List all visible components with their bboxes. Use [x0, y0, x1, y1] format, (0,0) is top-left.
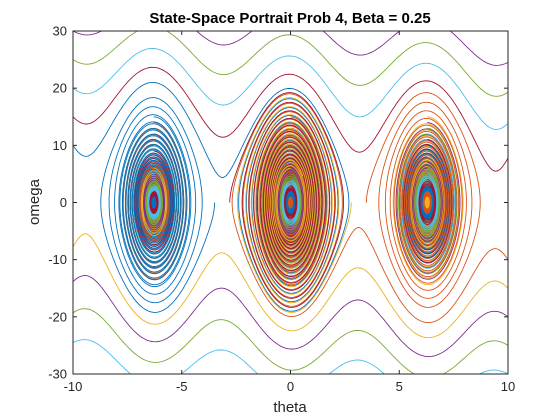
x-tick-label: 10	[501, 379, 515, 394]
y-axis-label: omega	[26, 178, 43, 225]
y-tick-label: -10	[48, 252, 67, 267]
x-tick-label: -10	[64, 379, 83, 394]
x-tick-label: 5	[396, 379, 403, 394]
running-trajectory	[73, 47, 508, 130]
running-trajectory	[73, 66, 508, 172]
y-tick-label: 20	[53, 81, 67, 96]
y-tick-label: 0	[60, 195, 67, 210]
y-tick-label: -30	[48, 367, 67, 382]
running-trajectory	[73, 275, 508, 358]
spiral-trajectory	[424, 196, 430, 209]
trajectory-group	[73, 31, 508, 374]
running-trajectory	[73, 339, 508, 374]
x-axis-label: theta	[273, 399, 307, 416]
y-tick-label: 30	[53, 24, 67, 39]
spiral-trajectory	[287, 196, 294, 209]
running-trajectory	[73, 233, 508, 339]
y-tick-label: -20	[48, 309, 67, 324]
running-trajectory	[73, 308, 508, 374]
x-tick-label: 0	[287, 379, 294, 394]
separatrix-trajectory	[229, 92, 344, 308]
chart-title: State-Space Portrait Prob 4, Beta = 0.25	[149, 10, 430, 27]
running-trajectory	[73, 31, 508, 66]
running-trajectory	[73, 31, 508, 97]
spiral-trajectory	[151, 196, 157, 209]
x-tick-label: -5	[176, 379, 188, 394]
tick-group: -10 -5 0 5 10 -30 -20 -10 0 10 20 30	[48, 24, 515, 395]
separatrix-trajectory	[100, 97, 216, 313]
y-tick-label: 10	[53, 138, 67, 153]
separatrix-trajectory	[365, 92, 481, 308]
separatrix-trajectory	[237, 97, 352, 313]
